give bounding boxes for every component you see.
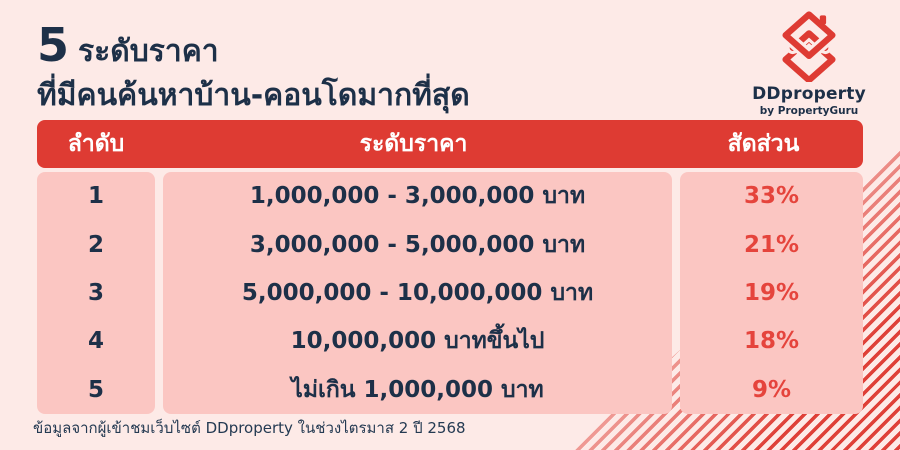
price-range-column: 1,000,000 - 3,000,000 บาท 3,000,000 - 5,… bbox=[163, 172, 672, 414]
rank-cell: 3 bbox=[87, 279, 104, 306]
price-range-cell: 10,000,000 บาทขึ้นไป bbox=[290, 328, 545, 355]
share-cell: 19% bbox=[743, 279, 800, 306]
share-cell: 9% bbox=[751, 376, 792, 403]
logo-brand-text: DDproperty bbox=[752, 84, 866, 104]
price-range-cell: 5,000,000 - 10,000,000 บาท bbox=[241, 279, 594, 306]
source-note: ข้อมูลจากผู้เข้าชมเว็บไซต์ DDproperty ใน… bbox=[33, 419, 466, 437]
rank-cell: 2 bbox=[87, 231, 104, 258]
price-range-cell: ไม่เกิน 1,000,000 บาท bbox=[291, 376, 544, 403]
rank-cell: 5 bbox=[87, 376, 104, 403]
price-range-cell: 3,000,000 - 5,000,000 บาท bbox=[249, 231, 586, 258]
table-header-row: ลำดับ ระดับราคา สัดส่วน bbox=[37, 120, 863, 168]
share-column: 33% 21% 19% 18% 9% bbox=[680, 172, 863, 414]
header-price: ระดับราคา bbox=[359, 131, 468, 157]
rank-column: 1 2 3 4 5 bbox=[37, 172, 155, 414]
title-number: 5 bbox=[37, 18, 69, 72]
title-line1: ระดับราคา bbox=[78, 34, 219, 69]
rank-cell: 1 bbox=[87, 183, 104, 210]
header-rank: ลำดับ bbox=[67, 131, 125, 157]
title-line2: ที่มีคนค้นหาบ้าน-คอนโดมากที่สุด bbox=[37, 78, 470, 113]
header-share: สัดส่วน bbox=[727, 131, 800, 157]
share-cell: 33% bbox=[743, 183, 800, 210]
ddproperty-house-icon bbox=[779, 10, 839, 82]
share-cell: 18% bbox=[743, 328, 800, 355]
logo-byline-text: by PropertyGuru bbox=[759, 105, 859, 117]
table-body: 1 2 3 4 5 1,000,000 - 3,000,000 บาท 3,00… bbox=[37, 172, 863, 414]
price-level-table: ลำดับ ระดับราคา สัดส่วน 1 2 3 4 5 1,000,… bbox=[37, 120, 863, 414]
ddproperty-logo: DDproperty by PropertyGuru bbox=[734, 10, 884, 117]
rank-cell: 4 bbox=[87, 328, 104, 355]
share-cell: 21% bbox=[743, 231, 800, 258]
page-title: 5 ระดับราคา ที่มีคนค้นหาบ้าน-คอนโดมากที่… bbox=[37, 18, 470, 115]
price-range-cell: 1,000,000 - 3,000,000 บาท bbox=[249, 183, 586, 210]
